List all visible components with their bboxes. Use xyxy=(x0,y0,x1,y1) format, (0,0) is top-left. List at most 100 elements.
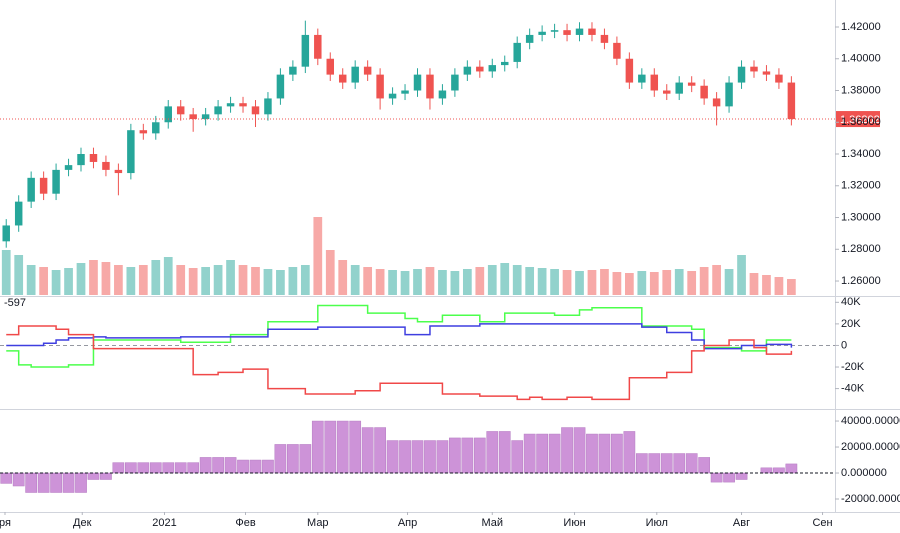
histogram-bar xyxy=(461,437,474,474)
y-tick-label: 1.30000 xyxy=(841,211,881,223)
histogram-bar xyxy=(760,467,773,474)
candle-body xyxy=(575,28,584,35)
candle-body xyxy=(762,71,771,75)
histogram-bar xyxy=(162,462,175,474)
volume-bar xyxy=(39,267,48,295)
histogram-bar xyxy=(648,453,661,474)
volume-bar xyxy=(674,269,684,295)
histogram-bar xyxy=(586,433,598,474)
histogram-bar xyxy=(635,453,648,474)
candle-body xyxy=(363,66,372,75)
histogram-bar xyxy=(710,472,723,483)
volume-bar xyxy=(774,277,784,295)
histogram-bar xyxy=(386,440,399,474)
candle-body xyxy=(39,177,48,194)
x-tick-label: Фев xyxy=(235,517,255,529)
volume-bar xyxy=(188,268,198,295)
candle-body xyxy=(787,82,796,120)
volume-bar xyxy=(637,271,647,295)
volume-bar xyxy=(438,270,447,295)
histogram-bar xyxy=(12,472,25,487)
volume-bar xyxy=(687,271,697,295)
histogram-bar xyxy=(274,444,287,474)
candle-body xyxy=(214,106,222,115)
volume-bar xyxy=(375,269,385,295)
histogram-bar xyxy=(199,457,212,474)
candle-body xyxy=(102,161,110,170)
candle-body xyxy=(513,42,521,62)
volume-bar xyxy=(313,217,323,295)
y-tick-label: 1.28000 xyxy=(841,243,881,255)
volume-bar xyxy=(500,263,510,295)
volume-bar xyxy=(737,255,746,295)
candle-body xyxy=(388,93,397,99)
histogram-bar xyxy=(498,431,511,474)
volume-bar xyxy=(550,269,559,295)
candle-body xyxy=(301,34,310,67)
candle-body xyxy=(550,30,559,32)
histogram-bar xyxy=(561,427,573,474)
candle-body xyxy=(700,85,708,99)
volume-bar xyxy=(363,267,373,295)
candle-body xyxy=(588,28,596,35)
candle-body xyxy=(625,58,634,83)
y-tick-label: 1.38000 xyxy=(841,84,881,96)
y-tick-label: 1.32000 xyxy=(841,180,881,192)
volume-bar xyxy=(699,267,709,295)
histogram-bar xyxy=(237,459,249,474)
x-tick-label: Июн xyxy=(563,517,585,529)
candle-body xyxy=(538,31,546,35)
candle-body xyxy=(326,58,334,75)
histogram-bar xyxy=(723,472,735,483)
histogram-bar xyxy=(598,433,611,474)
volume-bar xyxy=(400,271,410,295)
volume-bar xyxy=(101,262,111,295)
y-tick-label: 0 xyxy=(841,339,847,351)
candle-body xyxy=(164,106,172,123)
volume-bar xyxy=(662,270,672,295)
volume-bar xyxy=(413,269,422,295)
candle-body xyxy=(338,74,347,83)
histogram-bar xyxy=(361,427,374,474)
candle-body xyxy=(264,98,272,115)
histogram-bar xyxy=(735,472,748,480)
candle-body xyxy=(476,66,484,72)
volume-bar xyxy=(238,265,248,295)
volume-bar xyxy=(450,271,460,295)
candle-body xyxy=(64,165,73,170)
histogram-bar xyxy=(50,472,62,493)
candle-body xyxy=(314,34,322,59)
volume-bar xyxy=(537,268,547,295)
candle-body xyxy=(289,66,297,75)
candle-body xyxy=(438,90,447,99)
histogram-bar xyxy=(299,444,312,474)
x-tick-label: Мар xyxy=(307,517,329,529)
candle-body xyxy=(638,74,646,83)
candle-body xyxy=(675,82,683,94)
candle-body xyxy=(376,74,384,99)
histogram-bar xyxy=(349,420,362,474)
candle-body xyxy=(139,130,148,134)
histogram-bar xyxy=(573,427,586,474)
candle-body xyxy=(52,169,60,194)
volume-bar xyxy=(138,265,148,295)
volume-bar xyxy=(525,267,535,295)
y-tick-label: 40K xyxy=(841,296,861,308)
y-tick-label: 20000.000000 xyxy=(841,441,900,453)
histogram-bar xyxy=(87,472,100,480)
indicator-value: -597 xyxy=(4,297,26,309)
volume-bar xyxy=(462,269,472,295)
volume-bar xyxy=(89,260,98,295)
candle-body xyxy=(613,42,621,59)
histogram-bar xyxy=(698,457,710,474)
candle-body xyxy=(775,74,783,83)
volume-bar xyxy=(338,260,348,295)
candle-body xyxy=(563,30,571,35)
histogram-bar xyxy=(249,459,262,474)
volume-bar xyxy=(325,250,335,295)
volume-bar xyxy=(226,260,235,295)
last-price-label: 1.36202 xyxy=(840,114,880,126)
histogram-bar xyxy=(336,420,349,474)
candle-body xyxy=(27,177,35,202)
